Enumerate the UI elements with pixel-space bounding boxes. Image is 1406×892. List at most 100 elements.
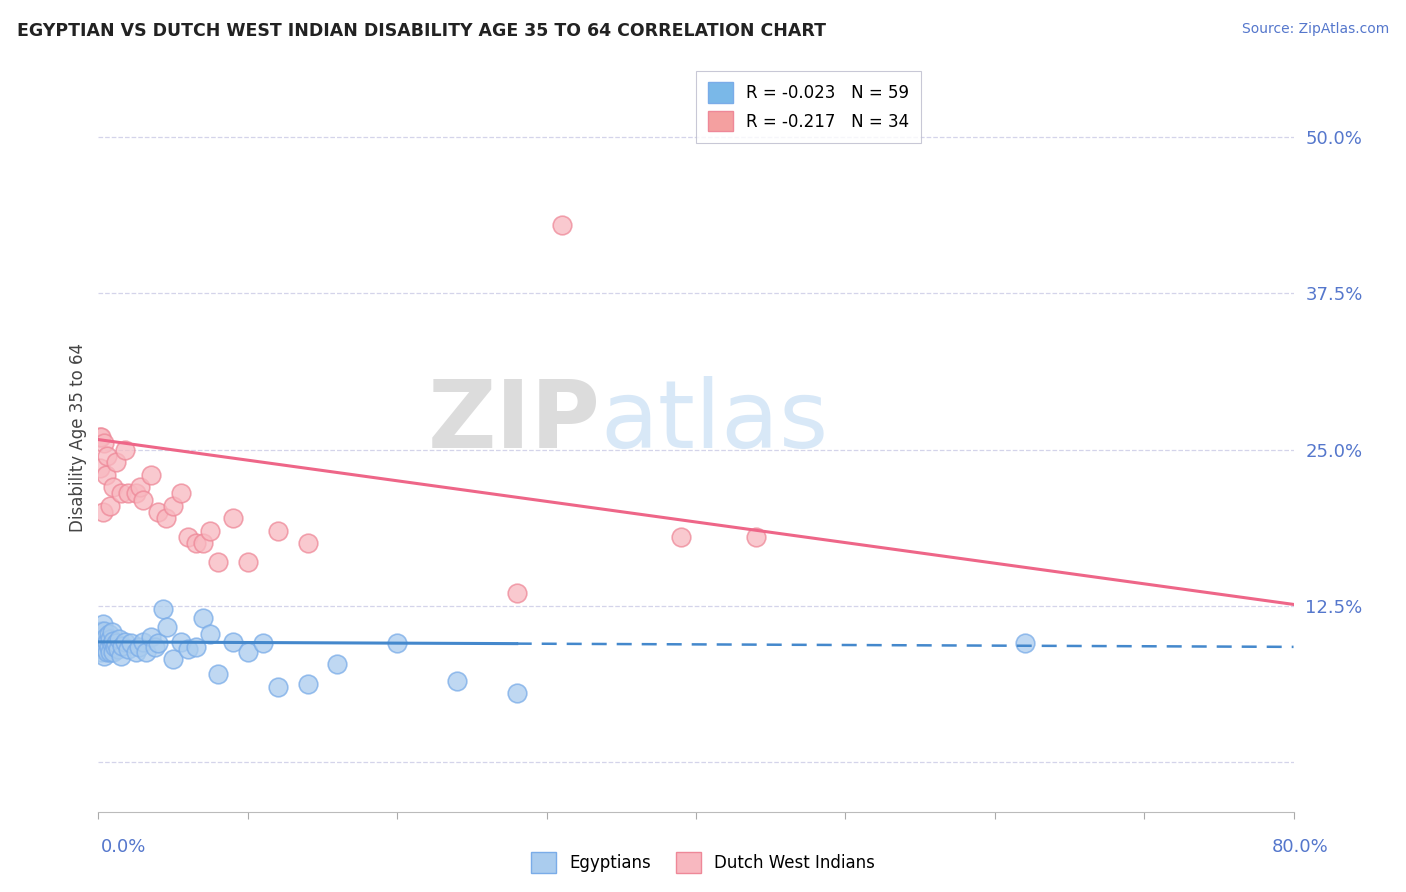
Point <box>97 627 120 641</box>
Point <box>156 620 179 634</box>
Point <box>148 505 170 519</box>
Point <box>267 524 290 538</box>
Point <box>191 611 214 625</box>
Point <box>148 636 170 650</box>
Point <box>98 645 122 659</box>
Point <box>132 492 155 507</box>
Point <box>101 624 124 639</box>
Point <box>89 430 111 444</box>
Point <box>94 467 117 482</box>
Point <box>177 530 200 544</box>
Point <box>297 677 319 691</box>
Legend: Egyptians, Dutch West Indians: Egyptians, Dutch West Indians <box>524 846 882 880</box>
Point <box>98 632 122 647</box>
Legend: R = -0.023   N = 59, R = -0.217   N = 34: R = -0.023 N = 59, R = -0.217 N = 34 <box>696 70 921 143</box>
Point <box>114 442 136 457</box>
Point <box>162 499 184 513</box>
Point <box>550 218 572 232</box>
Point <box>162 652 184 666</box>
Point <box>110 486 132 500</box>
Point <box>297 536 319 550</box>
Text: 0.0%: 0.0% <box>101 838 146 855</box>
Y-axis label: Disability Age 35 to 64: Disability Age 35 to 64 <box>69 343 87 532</box>
Point <box>207 555 229 569</box>
Point <box>114 635 136 649</box>
Point <box>128 640 150 654</box>
Text: 80.0%: 80.0% <box>1272 838 1329 855</box>
Point <box>506 686 529 700</box>
Point <box>155 511 177 525</box>
Point <box>177 642 200 657</box>
Point <box>200 627 222 641</box>
Point <box>94 630 117 644</box>
Point <box>91 632 114 647</box>
Point <box>252 636 274 650</box>
Point <box>207 667 229 681</box>
Point <box>96 449 118 463</box>
Point <box>139 630 162 644</box>
Point <box>94 642 117 657</box>
Point <box>90 636 112 650</box>
Point <box>1014 636 1036 650</box>
Point <box>267 680 290 694</box>
Point <box>446 673 468 688</box>
Point <box>169 486 191 500</box>
Point <box>96 635 118 649</box>
Point <box>117 486 139 500</box>
Point <box>96 645 118 659</box>
Point <box>169 635 191 649</box>
Point <box>89 636 111 650</box>
Point <box>103 480 125 494</box>
Point <box>125 645 148 659</box>
Point <box>93 636 115 650</box>
Point <box>152 602 174 616</box>
Point <box>139 467 162 482</box>
Point <box>93 648 115 663</box>
Point <box>98 499 122 513</box>
Point <box>107 642 129 657</box>
Text: Source: ZipAtlas.com: Source: ZipAtlas.com <box>1241 22 1389 37</box>
Point <box>132 635 155 649</box>
Point <box>129 480 152 494</box>
Point <box>90 624 112 638</box>
Point <box>125 486 148 500</box>
Point <box>111 639 134 653</box>
Point <box>222 511 245 525</box>
Point <box>326 657 349 672</box>
Point <box>89 642 111 657</box>
Point <box>236 645 259 659</box>
Point <box>108 632 131 647</box>
Point <box>236 555 259 569</box>
Point <box>222 635 245 649</box>
Point <box>91 617 114 632</box>
Point <box>101 637 124 651</box>
Point <box>89 630 111 644</box>
Point <box>669 530 692 544</box>
Text: atlas: atlas <box>600 376 828 468</box>
Point <box>200 524 222 538</box>
Point <box>91 640 114 654</box>
Point <box>103 645 125 659</box>
Point <box>97 640 120 654</box>
Text: ZIP: ZIP <box>427 376 600 468</box>
Text: EGYPTIAN VS DUTCH WEST INDIAN DISABILITY AGE 35 TO 64 CORRELATION CHART: EGYPTIAN VS DUTCH WEST INDIAN DISABILITY… <box>17 22 825 40</box>
Point <box>143 640 166 654</box>
Point <box>385 636 409 650</box>
Point <box>90 645 112 659</box>
Point <box>89 461 111 475</box>
Point <box>184 536 207 550</box>
Point <box>103 633 125 648</box>
Point <box>90 430 112 444</box>
Point <box>191 536 214 550</box>
Point <box>93 436 115 450</box>
Point <box>104 640 127 654</box>
Point <box>120 636 142 650</box>
Point <box>117 642 139 657</box>
Point <box>135 645 157 659</box>
Point <box>110 648 132 663</box>
Point <box>184 640 207 654</box>
Point <box>91 505 114 519</box>
Point <box>105 636 128 650</box>
Point <box>745 530 768 544</box>
Point <box>506 586 529 600</box>
